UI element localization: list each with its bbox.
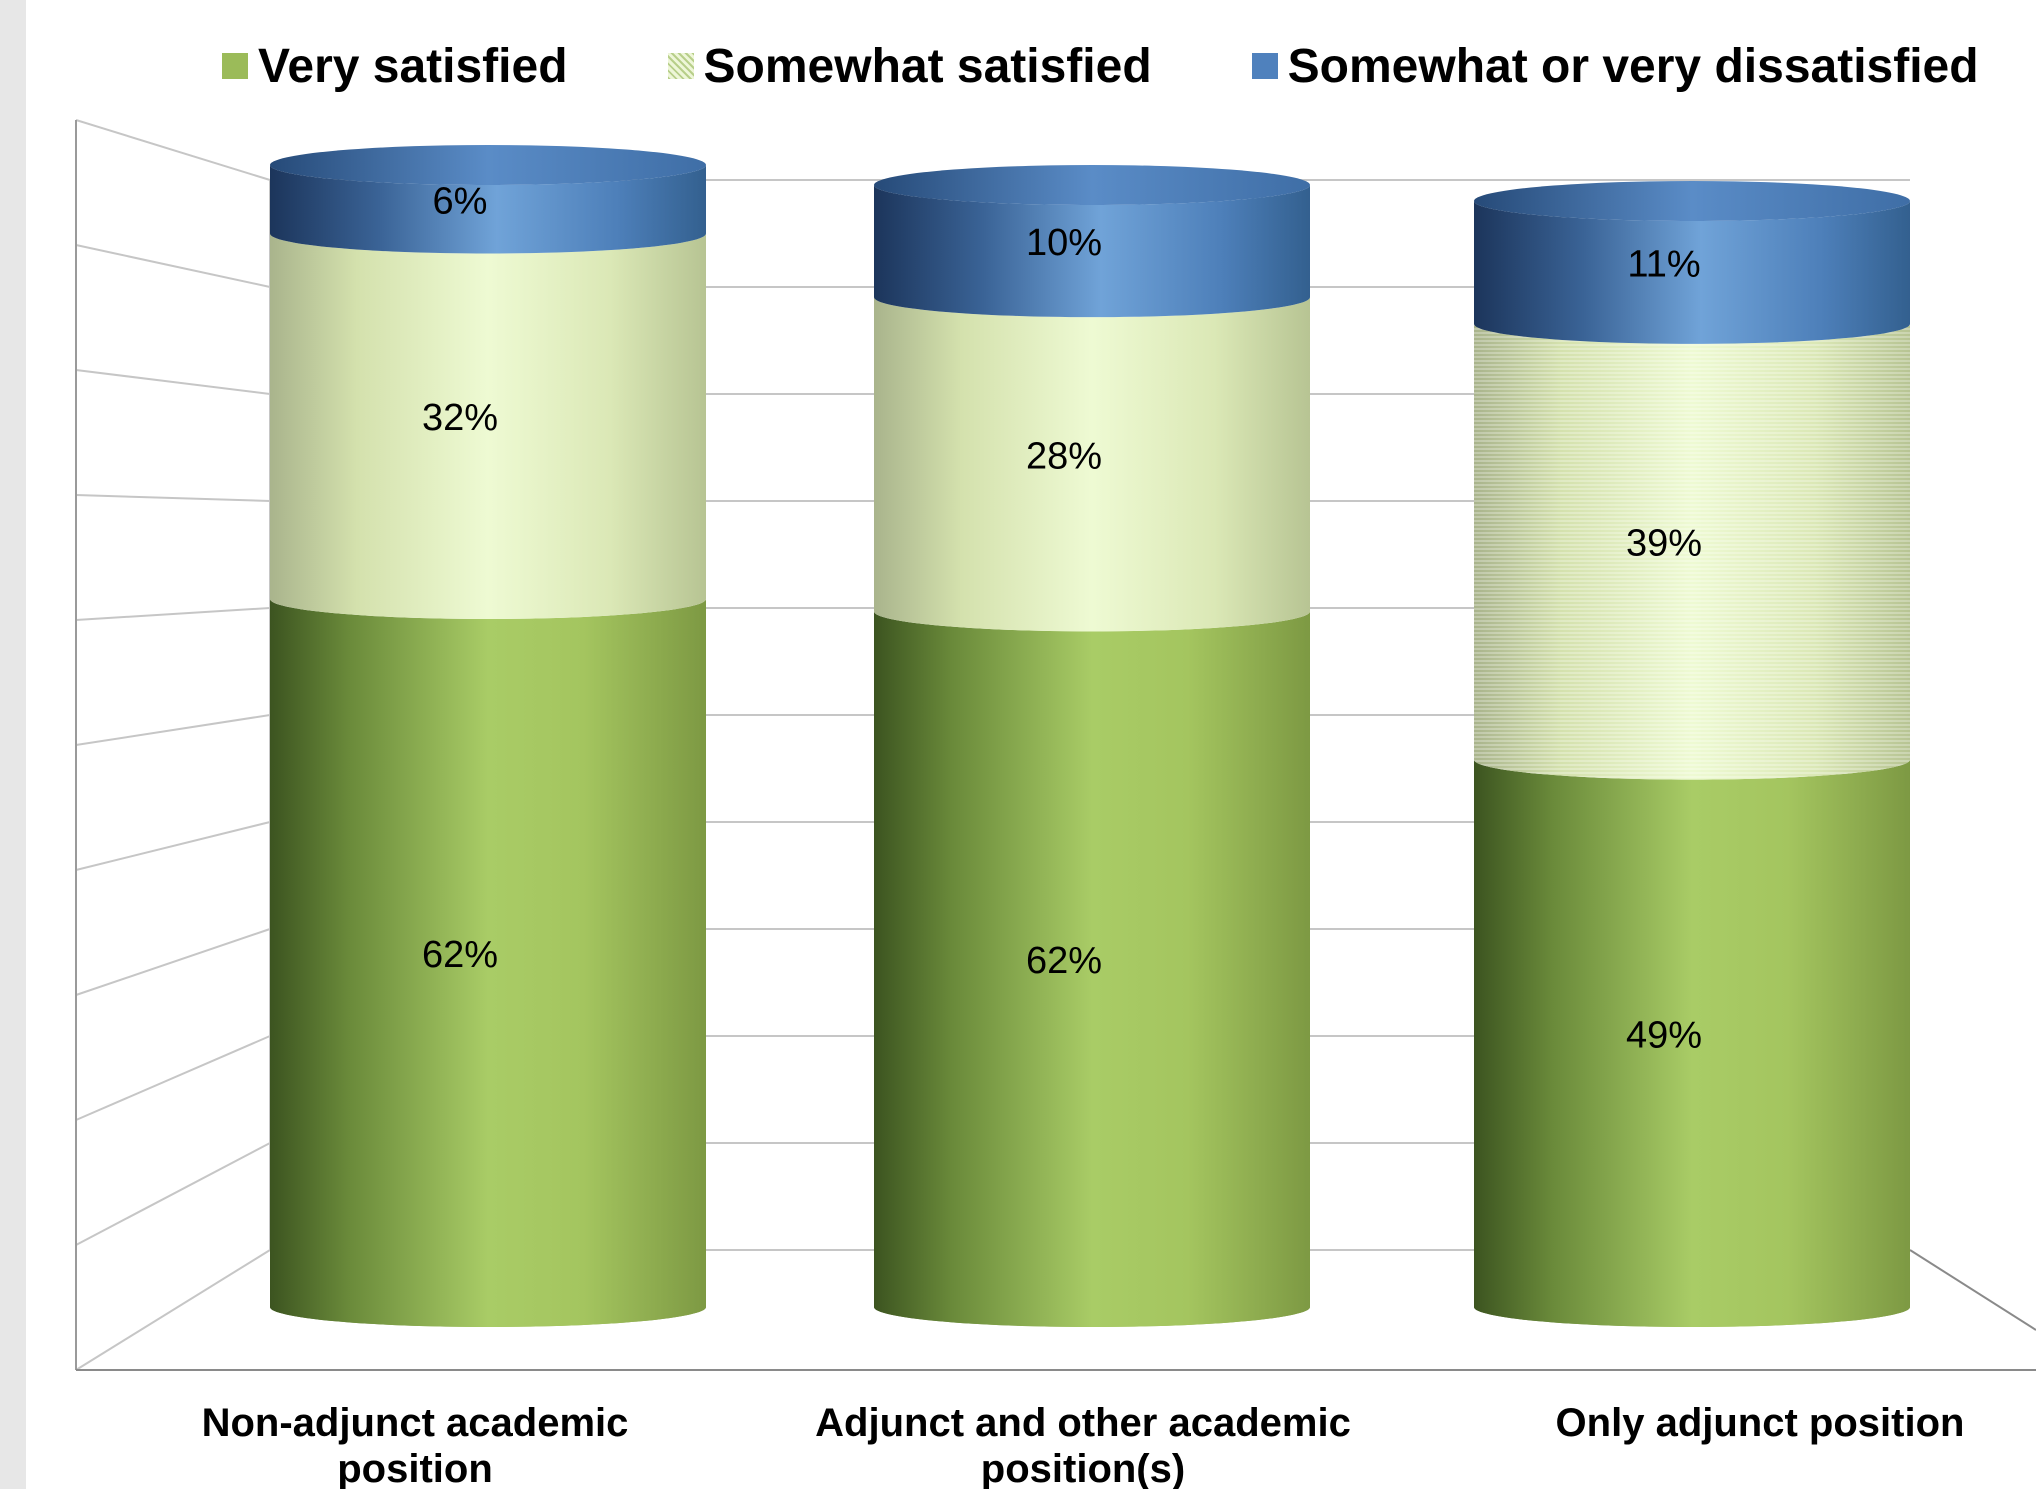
data-labels: 62% 32% 6% 62% 28% 10% 49% 39% 11% [422,180,1702,1056]
bar-segment [270,233,706,619]
category-tick-label: position [337,1447,493,1489]
bar-segment [874,297,1310,632]
data-label: 62% [1026,940,1102,982]
bar-segment [270,165,706,254]
left-margin-strip [0,0,26,1489]
legend-swatch [1251,53,1278,79]
bar-segment [874,185,1310,318]
legend-label: Somewhat or very dissatisfied [1287,39,1979,93]
cylinder-bars [270,145,1910,1327]
legend-item: Somewhat or very dissatisfied [1251,39,1979,94]
bar-top-cap [270,145,706,185]
bar-segment [874,611,1310,1327]
legend-swatch [667,53,694,79]
category-tick-label: Adjunct and other academic [815,1401,1351,1445]
side-wall-gridline [75,494,271,502]
category-tick-label: Non-adjunct academic [202,1401,629,1445]
chart-legend: Very satisfied Somewhat satisfied Somewhat… [222,36,1979,96]
side-wall-gridline [75,369,271,395]
data-label: 62% [422,934,498,976]
side-wall-gridline [75,1249,271,1371]
bar-top-cap [1474,181,1910,221]
side-wall-gridline [75,607,271,621]
side-wall-gridline [75,928,271,996]
legend-item: Somewhat satisfied [667,39,1152,94]
side-wall-gridline [75,244,271,288]
floor-right-edge [1909,1249,2036,1331]
side-wall-gridline [75,1035,271,1121]
bar-segment [1474,759,1910,1327]
bar-top-cap [874,165,1310,205]
data-label: 10% [1026,222,1102,264]
bar-segment-pattern [1474,323,1910,780]
data-label: 39% [1626,523,1702,565]
side-wall-gridline [75,1142,271,1246]
data-label: 32% [422,397,498,439]
bar-segment [270,598,706,1327]
data-label: 49% [1626,1014,1702,1056]
data-label: 28% [1026,435,1102,477]
side-wall-gridline [75,821,271,871]
bar-segment [1474,201,1910,344]
category-tick-label: Only adjunct position [1556,1401,1965,1445]
legend-label: Somewhat satisfied [703,39,1152,93]
category-tick-label: position(s) [981,1447,1185,1489]
side-wall-gridline [75,119,271,181]
side-wall-gridline [75,714,271,746]
legend-item: Very satisfied [222,39,568,94]
data-label: 6% [433,180,488,222]
legend-label: Very satisfied [258,39,568,93]
data-label: 11% [1627,243,1700,285]
legend-swatch [222,53,248,79]
